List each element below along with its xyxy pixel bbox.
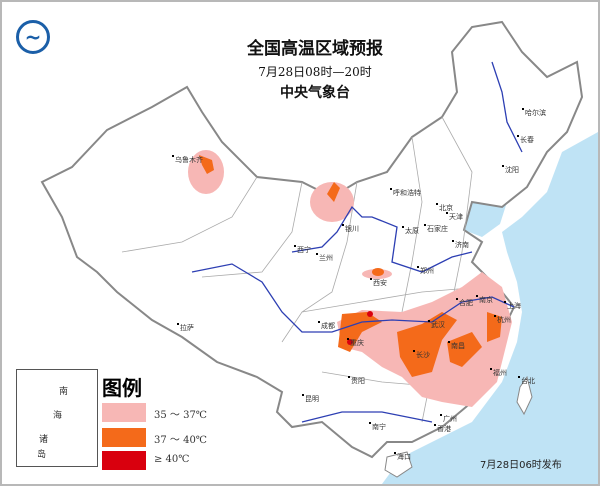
legend-label: 35 ～ 37℃: [154, 410, 207, 421]
city-label: 天津: [446, 212, 463, 222]
city-label: 台北: [518, 376, 535, 386]
city-label: 兰州: [316, 253, 333, 263]
forecast-time-range: 7月28日08时—20时: [258, 65, 372, 79]
city-label: 西宁: [294, 245, 311, 255]
inset-label: 诸: [39, 435, 49, 445]
legend-swatch-37-40: [102, 428, 146, 447]
city-label: 重庆: [347, 338, 364, 348]
city-label: 西安: [370, 278, 387, 288]
sea: [382, 132, 598, 484]
city-label: 上海: [504, 301, 521, 311]
city-label: 郑州: [417, 266, 434, 276]
legend-swatch-35-37: [102, 403, 146, 422]
legend-title: 图例: [102, 376, 142, 400]
issuer: 中央气象台: [280, 85, 350, 101]
legend-label: 37 ～ 40℃: [154, 435, 207, 446]
city-label: 呼和浩特: [390, 188, 421, 198]
city-label: 济南: [452, 240, 469, 250]
cma-logo-icon: ~: [16, 20, 50, 54]
city-label: 福州: [490, 368, 507, 378]
city-label: 广州: [440, 414, 457, 424]
city-label: 武汉: [428, 320, 445, 330]
city-label: 北京: [436, 203, 453, 213]
city-label: 合肥: [456, 298, 473, 308]
city-label: 海口: [394, 452, 411, 462]
south-china-sea-inset: 南 海 诸 岛: [16, 369, 98, 467]
city-label: 昆明: [302, 394, 319, 404]
inset-label: 岛: [37, 450, 47, 460]
city-label: 太原: [402, 226, 419, 236]
legend-swatch-40-plus: [102, 451, 146, 470]
city-label: 南昌: [448, 341, 465, 351]
map-title: 全国高温区域预报: [247, 39, 383, 59]
inset-label: 海: [53, 411, 63, 421]
city-label: 哈尔滨: [522, 108, 546, 118]
city-label: 沈阳: [502, 165, 519, 175]
city-label: 成都: [318, 321, 335, 331]
legend-label: ≥ 40℃: [154, 454, 190, 465]
city-label: 银川: [342, 224, 359, 234]
city-label: 拉萨: [177, 323, 194, 333]
inset-label: 南: [59, 387, 69, 397]
city-label: 南京: [476, 295, 493, 305]
city-label: 长春: [517, 135, 534, 145]
city-label: 杭州: [494, 315, 511, 325]
release-time: 7月28日06时发布: [480, 460, 562, 471]
city-label: 香港: [434, 424, 451, 434]
city-label: 长沙: [413, 350, 430, 360]
city-label: 乌鲁木齐: [172, 155, 203, 165]
city-label: 贵阳: [348, 376, 365, 386]
city-label: 南宁: [369, 422, 386, 432]
city-label: 石家庄: [424, 224, 448, 234]
